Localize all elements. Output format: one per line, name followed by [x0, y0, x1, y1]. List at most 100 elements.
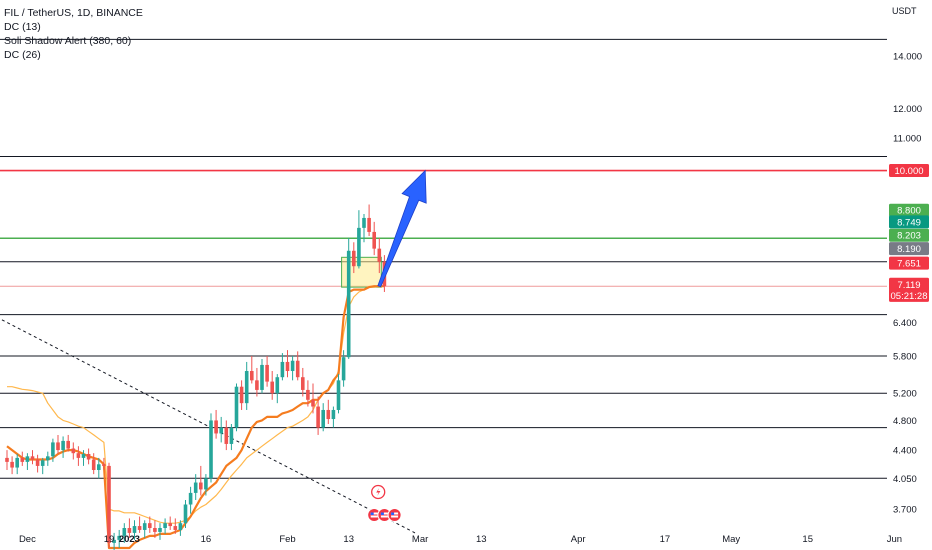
horizontal-lines [0, 38, 887, 479]
candle-body [178, 523, 183, 530]
candle [30, 450, 35, 465]
candle [204, 474, 208, 496]
candle [10, 456, 14, 475]
candle-body [239, 386, 244, 404]
candle [199, 465, 203, 496]
candle-body [219, 427, 223, 434]
candle [168, 516, 172, 530]
dc13-series [6, 285, 385, 550]
time-axis: Dec 19 2023 16 Feb 13 Mar 13 Apr 17 May 15 Jun [19, 534, 902, 545]
candle [306, 380, 310, 407]
price-tick-label: 14.000 [893, 51, 922, 62]
price-tick-label: 5.200 [893, 389, 917, 400]
candle [193, 474, 198, 500]
candle-body [163, 523, 167, 528]
time-tick-label: 19 [104, 534, 115, 545]
candle-body [346, 250, 351, 358]
candle-body [30, 456, 35, 460]
candle [336, 374, 341, 414]
candle [224, 420, 229, 451]
candle [51, 438, 55, 462]
candle [219, 416, 223, 443]
price-tag: 05:21:28 [889, 288, 929, 302]
candle-body [280, 361, 285, 378]
candle-body [35, 459, 40, 466]
price-tag: 7.119 [889, 277, 929, 291]
candle [137, 516, 142, 533]
candle-body [112, 539, 116, 543]
candle [188, 486, 193, 514]
price-tag-label: 8.749 [897, 217, 921, 228]
candle [163, 518, 167, 534]
time-tick-label: 16 [201, 534, 212, 545]
candle-body [91, 459, 96, 470]
candle [295, 351, 300, 381]
candle-body [295, 360, 300, 378]
candle-body [326, 409, 331, 420]
candle [66, 434, 70, 452]
candle [132, 520, 137, 540]
candle-body [107, 465, 111, 543]
candle-body [265, 364, 269, 382]
candle-body [86, 453, 91, 460]
candle [97, 457, 101, 479]
dc13-line [6, 285, 385, 550]
time-tick-label: Mar [412, 534, 428, 545]
candle-body [15, 457, 19, 468]
candle-body [102, 464, 106, 466]
time-tick-label: 13 [476, 534, 487, 545]
indicator-dc26-label[interactable]: DC (26) [4, 49, 41, 61]
price-tag-label: 8.190 [897, 244, 921, 255]
candle-body [46, 456, 50, 461]
candle-body [352, 250, 356, 267]
candle [142, 520, 147, 538]
candle-body [10, 461, 14, 468]
symbol-title[interactable]: FIL / TetherUS, 1D, BINANCE [4, 7, 143, 19]
time-tick-label: 2023 [119, 534, 140, 545]
price-tag-label: 10.000 [894, 166, 923, 177]
candle [234, 383, 239, 432]
candle [15, 453, 19, 475]
indicator-dc13-label[interactable]: DC (13) [4, 21, 41, 33]
candle [46, 451, 50, 466]
time-tick-label: 17 [660, 534, 671, 545]
candle-body [183, 504, 188, 524]
price-tag: 8.203 [889, 228, 929, 242]
candle [209, 413, 213, 483]
candle-body [331, 409, 336, 420]
candle [321, 403, 325, 432]
price-tag: 10.000 [889, 164, 929, 178]
candle-body [234, 386, 239, 428]
candle [367, 204, 371, 237]
candle-body [290, 360, 295, 372]
candle [91, 453, 96, 475]
candle [5, 450, 9, 470]
candle [183, 499, 188, 528]
candle-body [127, 528, 132, 533]
candle [377, 238, 382, 274]
time-tick-label: May [722, 534, 740, 545]
candle-body [341, 357, 346, 381]
candle [346, 238, 351, 359]
candle-body [357, 227, 361, 267]
candle-body [336, 380, 341, 410]
candle-body [229, 427, 234, 444]
candle [270, 371, 274, 400]
candle-body [367, 217, 371, 232]
time-tick-label: 15 [802, 534, 813, 545]
time-tick-label: Apr [571, 534, 586, 545]
price-tag-box [889, 164, 929, 178]
candle [285, 350, 290, 378]
indicator-shadow-alert-label[interactable]: Soli Shadow Alert (380, 60) [4, 35, 132, 47]
candle [250, 356, 254, 384]
candle [316, 396, 320, 435]
candle [61, 436, 65, 458]
candle [326, 399, 331, 425]
price-tag: 8.800 [889, 203, 929, 217]
candle-body [270, 381, 274, 394]
candle [117, 529, 121, 549]
target-arrow [377, 169, 427, 288]
candle [81, 450, 86, 466]
